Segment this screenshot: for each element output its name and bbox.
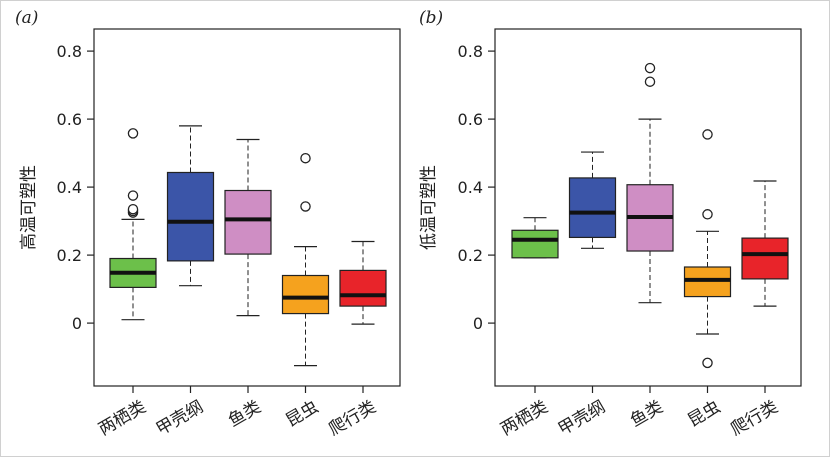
y-tick-label: 0.6 <box>458 110 483 129</box>
y-tick-label: 0.6 <box>57 110 82 129</box>
category-label: 甲壳纲 <box>153 397 207 440</box>
box-iqr <box>166 171 215 262</box>
box-iqr <box>339 269 387 307</box>
outlier-point <box>702 357 713 369</box>
outlier-point <box>127 128 139 139</box>
category-label: 昆虫 <box>685 397 724 431</box>
y-tick-label: 0 <box>473 314 483 333</box>
box-5 <box>741 180 789 307</box>
y-axis-title: 高温可塑性 <box>19 165 39 250</box>
outlier-point <box>127 190 139 201</box>
plot-frame <box>93 28 401 387</box>
y-tick-label: 0.8 <box>57 42 82 61</box>
category-label: 爬行类 <box>727 397 781 440</box>
outlier-point <box>702 209 713 220</box>
box-5 <box>339 240 387 325</box>
box-4 <box>683 129 732 369</box>
y-tick-label: 0.4 <box>458 178 483 197</box>
category-label: 昆虫 <box>283 397 322 431</box>
box-iqr <box>511 229 559 259</box>
y-axis-title: 低温可塑性 <box>419 165 439 250</box>
outlier-point <box>644 62 656 74</box>
panel-label: (b) <box>419 8 443 28</box>
category-label: 爬行类 <box>325 397 379 440</box>
box-2 <box>166 125 215 287</box>
plot-frame <box>494 28 802 387</box>
box-iqr <box>568 177 617 239</box>
category-label: 两栖类 <box>497 397 551 440</box>
y-tick-label: 0.2 <box>57 246 82 265</box>
y-tick-label: 0.2 <box>458 246 483 265</box>
box-iqr <box>281 274 330 315</box>
box-1 <box>511 217 559 259</box>
category-label: 鱼类 <box>627 397 666 431</box>
box-3 <box>224 138 272 317</box>
panel-label: (a) <box>15 8 38 28</box>
outlier-point <box>300 152 311 164</box>
outlier-point <box>300 201 311 212</box>
box-4 <box>281 152 330 367</box>
category-label: 两栖类 <box>95 397 149 440</box>
outlier-point <box>644 76 656 87</box>
category-label: 鱼类 <box>225 397 264 431</box>
box-iqr <box>741 237 789 280</box>
box-3 <box>626 62 674 304</box>
box-1 <box>109 128 157 321</box>
box-2 <box>568 151 617 249</box>
y-tick-label: 0 <box>72 314 82 333</box>
category-label: 甲壳纲 <box>555 397 609 440</box>
y-tick-label: 0.4 <box>57 178 82 197</box>
outlier-point <box>127 203 139 215</box>
box-iqr <box>224 189 272 255</box>
y-tick-label: 0.8 <box>458 42 483 61</box>
outlier-point <box>702 129 713 140</box>
